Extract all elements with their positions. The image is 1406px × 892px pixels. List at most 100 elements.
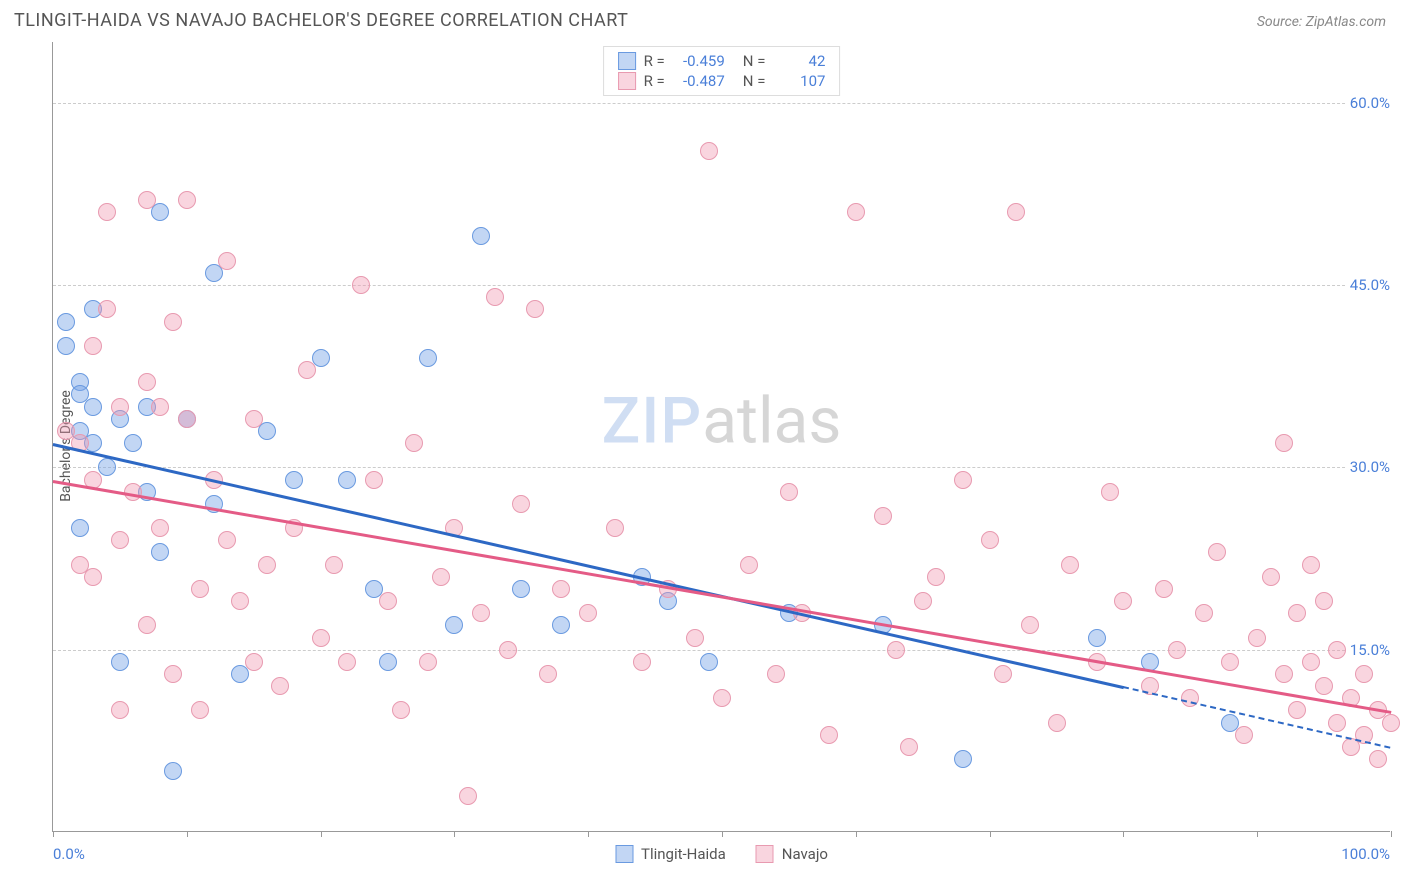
scatter-point: [887, 641, 905, 659]
scatter-point: [138, 191, 156, 209]
scatter-point: [1328, 714, 1346, 732]
legend-row: R =-0.487N =107: [618, 71, 826, 91]
y-tick-label: 45.0%: [1346, 276, 1394, 294]
x-tick: [321, 831, 322, 837]
scatter-point: [1369, 750, 1387, 768]
scatter-point: [178, 191, 196, 209]
gridline: [53, 650, 1390, 651]
scatter-point: [432, 568, 450, 586]
scatter-point: [285, 471, 303, 489]
scatter-point: [258, 556, 276, 574]
scatter-point: [713, 689, 731, 707]
x-tick: [187, 831, 188, 837]
scatter-point: [1315, 677, 1333, 695]
scatter-point: [512, 495, 530, 513]
scatter-point: [1355, 665, 1373, 683]
scatter-point: [191, 580, 209, 598]
scatter-point: [151, 543, 169, 561]
scatter-point: [499, 641, 517, 659]
scatter-point: [379, 592, 397, 610]
scatter-point: [740, 556, 758, 574]
scatter-point: [392, 701, 410, 719]
legend-r-value: -0.459: [673, 52, 725, 70]
scatter-point: [312, 629, 330, 647]
scatter-point: [1275, 665, 1293, 683]
scatter-point: [900, 738, 918, 756]
scatter-point: [927, 568, 945, 586]
x-tick: [856, 831, 857, 837]
correlation-legend: R =-0.459N =42R =-0.487N =107: [603, 46, 841, 96]
gridline: [53, 103, 1390, 104]
scatter-point: [111, 701, 129, 719]
legend-n-value: 107: [773, 72, 825, 90]
scatter-point: [633, 653, 651, 671]
scatter-point: [994, 665, 1012, 683]
chart-title: TLINGIT-HAIDA VS NAVAJO BACHELOR'S DEGRE…: [14, 10, 628, 31]
scatter-point: [231, 592, 249, 610]
x-tick-label: 0.0%: [53, 845, 85, 863]
scatter-point: [164, 762, 182, 780]
scatter-point: [1248, 629, 1266, 647]
legend-r-label: R =: [644, 72, 665, 90]
source-attribution: Source: ZipAtlas.com: [1257, 14, 1386, 30]
scatter-point: [472, 604, 490, 622]
scatter-point: [191, 701, 209, 719]
scatter-point: [539, 665, 557, 683]
scatter-point: [1288, 604, 1306, 622]
scatter-point: [1168, 641, 1186, 659]
legend-swatch-icon: [618, 52, 636, 70]
scatter-point: [1235, 726, 1253, 744]
gridline: [53, 467, 1390, 468]
legend-n-label: N =: [743, 52, 766, 70]
scatter-point: [954, 750, 972, 768]
scatter-point: [151, 398, 169, 416]
trend-line: [53, 480, 1391, 713]
x-tick: [53, 831, 54, 837]
scatter-point: [1101, 483, 1119, 501]
scatter-point: [98, 203, 116, 221]
scatter-point: [472, 227, 490, 245]
scatter-point: [1021, 616, 1039, 634]
scatter-point: [981, 531, 999, 549]
x-tick: [1391, 831, 1392, 837]
scatter-point: [352, 276, 370, 294]
scatter-point: [512, 580, 530, 598]
scatter-point: [1155, 580, 1173, 598]
scatter-point: [164, 313, 182, 331]
legend-r-value: -0.487: [673, 72, 725, 90]
scatter-point: [445, 616, 463, 634]
scatter-point: [606, 519, 624, 537]
scatter-point: [419, 349, 437, 367]
x-tick-label: 100.0%: [1341, 845, 1390, 863]
chart-plot-area: ZIPatlas R =-0.459N =42R =-0.487N =107 T…: [52, 42, 1390, 832]
scatter-point: [552, 616, 570, 634]
scatter-point: [552, 580, 570, 598]
scatter-point: [298, 361, 316, 379]
scatter-point: [1315, 592, 1333, 610]
x-tick: [990, 831, 991, 837]
legend-row: R =-0.459N =42: [618, 51, 826, 71]
scatter-point: [218, 252, 236, 270]
scatter-point: [1382, 714, 1400, 732]
scatter-point: [1048, 714, 1066, 732]
scatter-point: [111, 653, 129, 671]
scatter-point: [954, 471, 972, 489]
scatter-point: [365, 471, 383, 489]
scatter-point: [178, 410, 196, 428]
y-tick-label: 15.0%: [1346, 641, 1394, 659]
x-tick: [1123, 831, 1124, 837]
scatter-point: [338, 471, 356, 489]
scatter-point: [459, 787, 477, 805]
scatter-point: [1328, 641, 1346, 659]
scatter-point: [1262, 568, 1280, 586]
scatter-point: [419, 653, 437, 671]
scatter-point: [245, 653, 263, 671]
scatter-point: [218, 531, 236, 549]
x-tick: [1257, 831, 1258, 837]
legend-series-item: Navajo: [756, 845, 828, 863]
scatter-point: [57, 313, 75, 331]
scatter-point: [1088, 629, 1106, 647]
scatter-point: [1195, 604, 1213, 622]
gridline: [53, 285, 1390, 286]
legend-series-item: Tlingit-Haida: [615, 845, 726, 863]
